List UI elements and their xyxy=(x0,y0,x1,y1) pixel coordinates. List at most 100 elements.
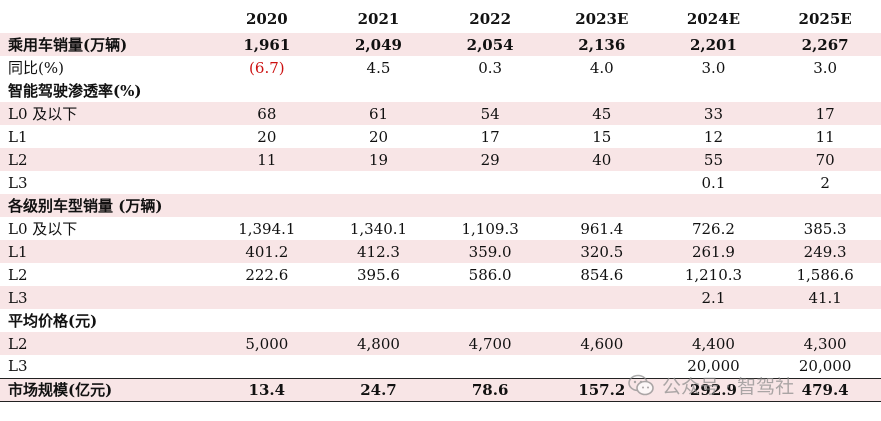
cell xyxy=(211,171,323,194)
row-price-l2: L2 5,000 4,800 4,700 4,600 4,400 4,300 xyxy=(0,332,881,355)
row-label: 乘用车销量(万辆) xyxy=(8,35,128,54)
section-title: 智能驾驶渗透率(%) xyxy=(8,81,142,100)
cell: 13.4 xyxy=(248,380,286,399)
cell: 1,210.3 xyxy=(684,265,743,284)
cell: 4.0 xyxy=(589,58,614,77)
cell: 17 xyxy=(815,104,835,123)
cell xyxy=(434,355,546,378)
cell: 3.0 xyxy=(813,58,838,77)
cell xyxy=(211,79,323,102)
cell: 2,267 xyxy=(801,35,849,54)
cell: 11 xyxy=(257,150,277,169)
cell: 261.9 xyxy=(691,242,735,261)
row-label: L1 xyxy=(8,242,28,261)
cell: 55 xyxy=(703,150,723,169)
cell: 401.2 xyxy=(245,242,289,261)
data-table: 2020 2021 2022 2023E 2024E 2025E 乘用车销量(万… xyxy=(0,0,881,401)
cell: 41.1 xyxy=(808,288,842,307)
cell xyxy=(769,79,881,102)
cell: 1,586.6 xyxy=(796,265,854,284)
cell: 4,600 xyxy=(580,334,624,353)
cell xyxy=(658,194,770,217)
header-year: 2020 xyxy=(245,10,288,28)
cell xyxy=(434,309,546,332)
cell: 20 xyxy=(257,127,277,146)
cell: 1,394.1 xyxy=(238,219,296,238)
row-label: L3 xyxy=(8,288,28,307)
row-penetration-l1: L1 20 20 17 15 12 11 xyxy=(0,125,881,148)
row-price-l3: L3 20,000 20,000 xyxy=(0,355,881,378)
row-sales-l2: L2 222.6 395.6 586.0 854.6 1,210.3 1,586… xyxy=(0,263,881,286)
cell: 320.5 xyxy=(580,242,624,261)
cell: 20,000 xyxy=(687,357,740,376)
cell: 1,109.3 xyxy=(461,219,519,238)
cell: 1,961 xyxy=(243,35,291,54)
cell xyxy=(434,171,546,194)
section-penetration: 智能驾驶渗透率(%) xyxy=(0,79,881,102)
row-label: L3 xyxy=(8,357,28,376)
row-sales-l0: L0 及以下 1,394.1 1,340.1 1,109.3 961.4 726… xyxy=(0,217,881,240)
cell: 19 xyxy=(368,150,389,169)
cell: 12 xyxy=(703,127,723,146)
cell: 61 xyxy=(368,104,389,123)
cell: 726.2 xyxy=(691,219,735,238)
watermark-text: 公众号 · 智驾社 xyxy=(662,375,795,398)
row-label: L1 xyxy=(8,127,28,146)
header-year: 2021 xyxy=(357,10,400,28)
row-market-size: 市场规模(亿元) 13.4 24.7 78.6 157.2 292.9 479.… xyxy=(0,378,881,401)
cell: 29 xyxy=(480,150,500,169)
row-passenger-car-sales: 乘用车销量(万辆) 1,961 2,049 2,054 2,136 2,201 … xyxy=(0,33,881,56)
row-penetration-l2: L2 11 19 29 40 55 70 xyxy=(0,148,881,171)
cell: 1,340.1 xyxy=(349,219,408,238)
cell: 68 xyxy=(257,104,277,123)
cell xyxy=(658,79,770,102)
cell xyxy=(211,286,323,309)
row-label: L0 及以下 xyxy=(8,219,78,238)
cell xyxy=(434,286,546,309)
cell: 78.6 xyxy=(471,380,509,399)
cell: 33 xyxy=(703,104,723,123)
cell: 70 xyxy=(815,150,835,169)
cell xyxy=(434,79,546,102)
cell xyxy=(323,194,435,217)
cell: 4,800 xyxy=(357,334,400,353)
watermark: 公众号 · 智驾社 xyxy=(628,370,794,400)
cell: 15 xyxy=(592,127,612,146)
cell: 292.9 xyxy=(689,380,737,399)
cell: 2,136 xyxy=(578,35,626,54)
cell xyxy=(211,309,323,332)
cell: 5,000 xyxy=(245,334,289,353)
cell-negative: (6.7) xyxy=(249,58,285,77)
cell xyxy=(323,286,435,309)
cell xyxy=(658,309,770,332)
cell: 2 xyxy=(820,173,830,192)
cell: 2,054 xyxy=(466,35,514,54)
cell xyxy=(546,309,658,332)
header-label xyxy=(0,0,211,33)
cell: 479.4 xyxy=(801,380,849,399)
section-average-price: 平均价格(元) xyxy=(0,309,881,332)
cell: 24.7 xyxy=(360,380,397,399)
cell xyxy=(769,309,881,332)
cell xyxy=(323,79,435,102)
cell xyxy=(434,194,546,217)
row-label: L2 xyxy=(8,334,28,353)
cell xyxy=(546,171,658,194)
row-label: L2 xyxy=(8,150,28,169)
cell xyxy=(546,194,658,217)
cell: 249.3 xyxy=(803,242,847,261)
cell: 395.6 xyxy=(357,265,400,284)
cell: 359.0 xyxy=(468,242,512,261)
cell: 157.2 xyxy=(578,380,626,399)
cell: 0.3 xyxy=(478,58,503,77)
cell: 2,201 xyxy=(689,35,737,54)
row-sales-l1: L1 401.2 412.3 359.0 320.5 261.9 249.3 xyxy=(0,240,881,263)
cell: 3.0 xyxy=(701,58,726,77)
cell: 854.6 xyxy=(580,265,624,284)
wechat-icon xyxy=(628,374,654,396)
header-year: 2025E xyxy=(798,10,852,28)
cell: 54 xyxy=(480,104,500,123)
cell: 2.1 xyxy=(701,288,726,307)
cell: 4,300 xyxy=(803,334,847,353)
row-yoy: 同比(%) (6.7) 4.5 0.3 4.0 3.0 3.0 xyxy=(0,56,881,79)
